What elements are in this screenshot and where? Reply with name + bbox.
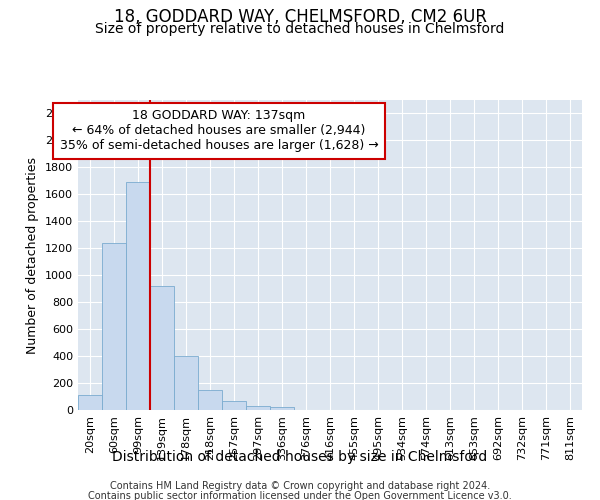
Bar xyxy=(150,286,174,410)
Y-axis label: Number of detached properties: Number of detached properties xyxy=(26,156,40,354)
Bar xyxy=(102,243,126,410)
Bar xyxy=(78,394,102,410)
Bar xyxy=(246,406,270,410)
Text: Distribution of detached houses by size in Chelmsford: Distribution of detached houses by size … xyxy=(112,450,488,464)
Bar xyxy=(198,390,222,410)
Bar xyxy=(126,182,150,410)
Text: Contains public sector information licensed under the Open Government Licence v3: Contains public sector information licen… xyxy=(88,491,512,500)
Bar xyxy=(222,401,246,410)
Text: Contains HM Land Registry data © Crown copyright and database right 2024.: Contains HM Land Registry data © Crown c… xyxy=(110,481,490,491)
Bar xyxy=(174,356,198,410)
Text: Size of property relative to detached houses in Chelmsford: Size of property relative to detached ho… xyxy=(95,22,505,36)
Text: 18 GODDARD WAY: 137sqm
← 64% of detached houses are smaller (2,944)
35% of semi-: 18 GODDARD WAY: 137sqm ← 64% of detached… xyxy=(60,110,379,152)
Bar xyxy=(270,408,294,410)
Text: 18, GODDARD WAY, CHELMSFORD, CM2 6UR: 18, GODDARD WAY, CHELMSFORD, CM2 6UR xyxy=(113,8,487,26)
